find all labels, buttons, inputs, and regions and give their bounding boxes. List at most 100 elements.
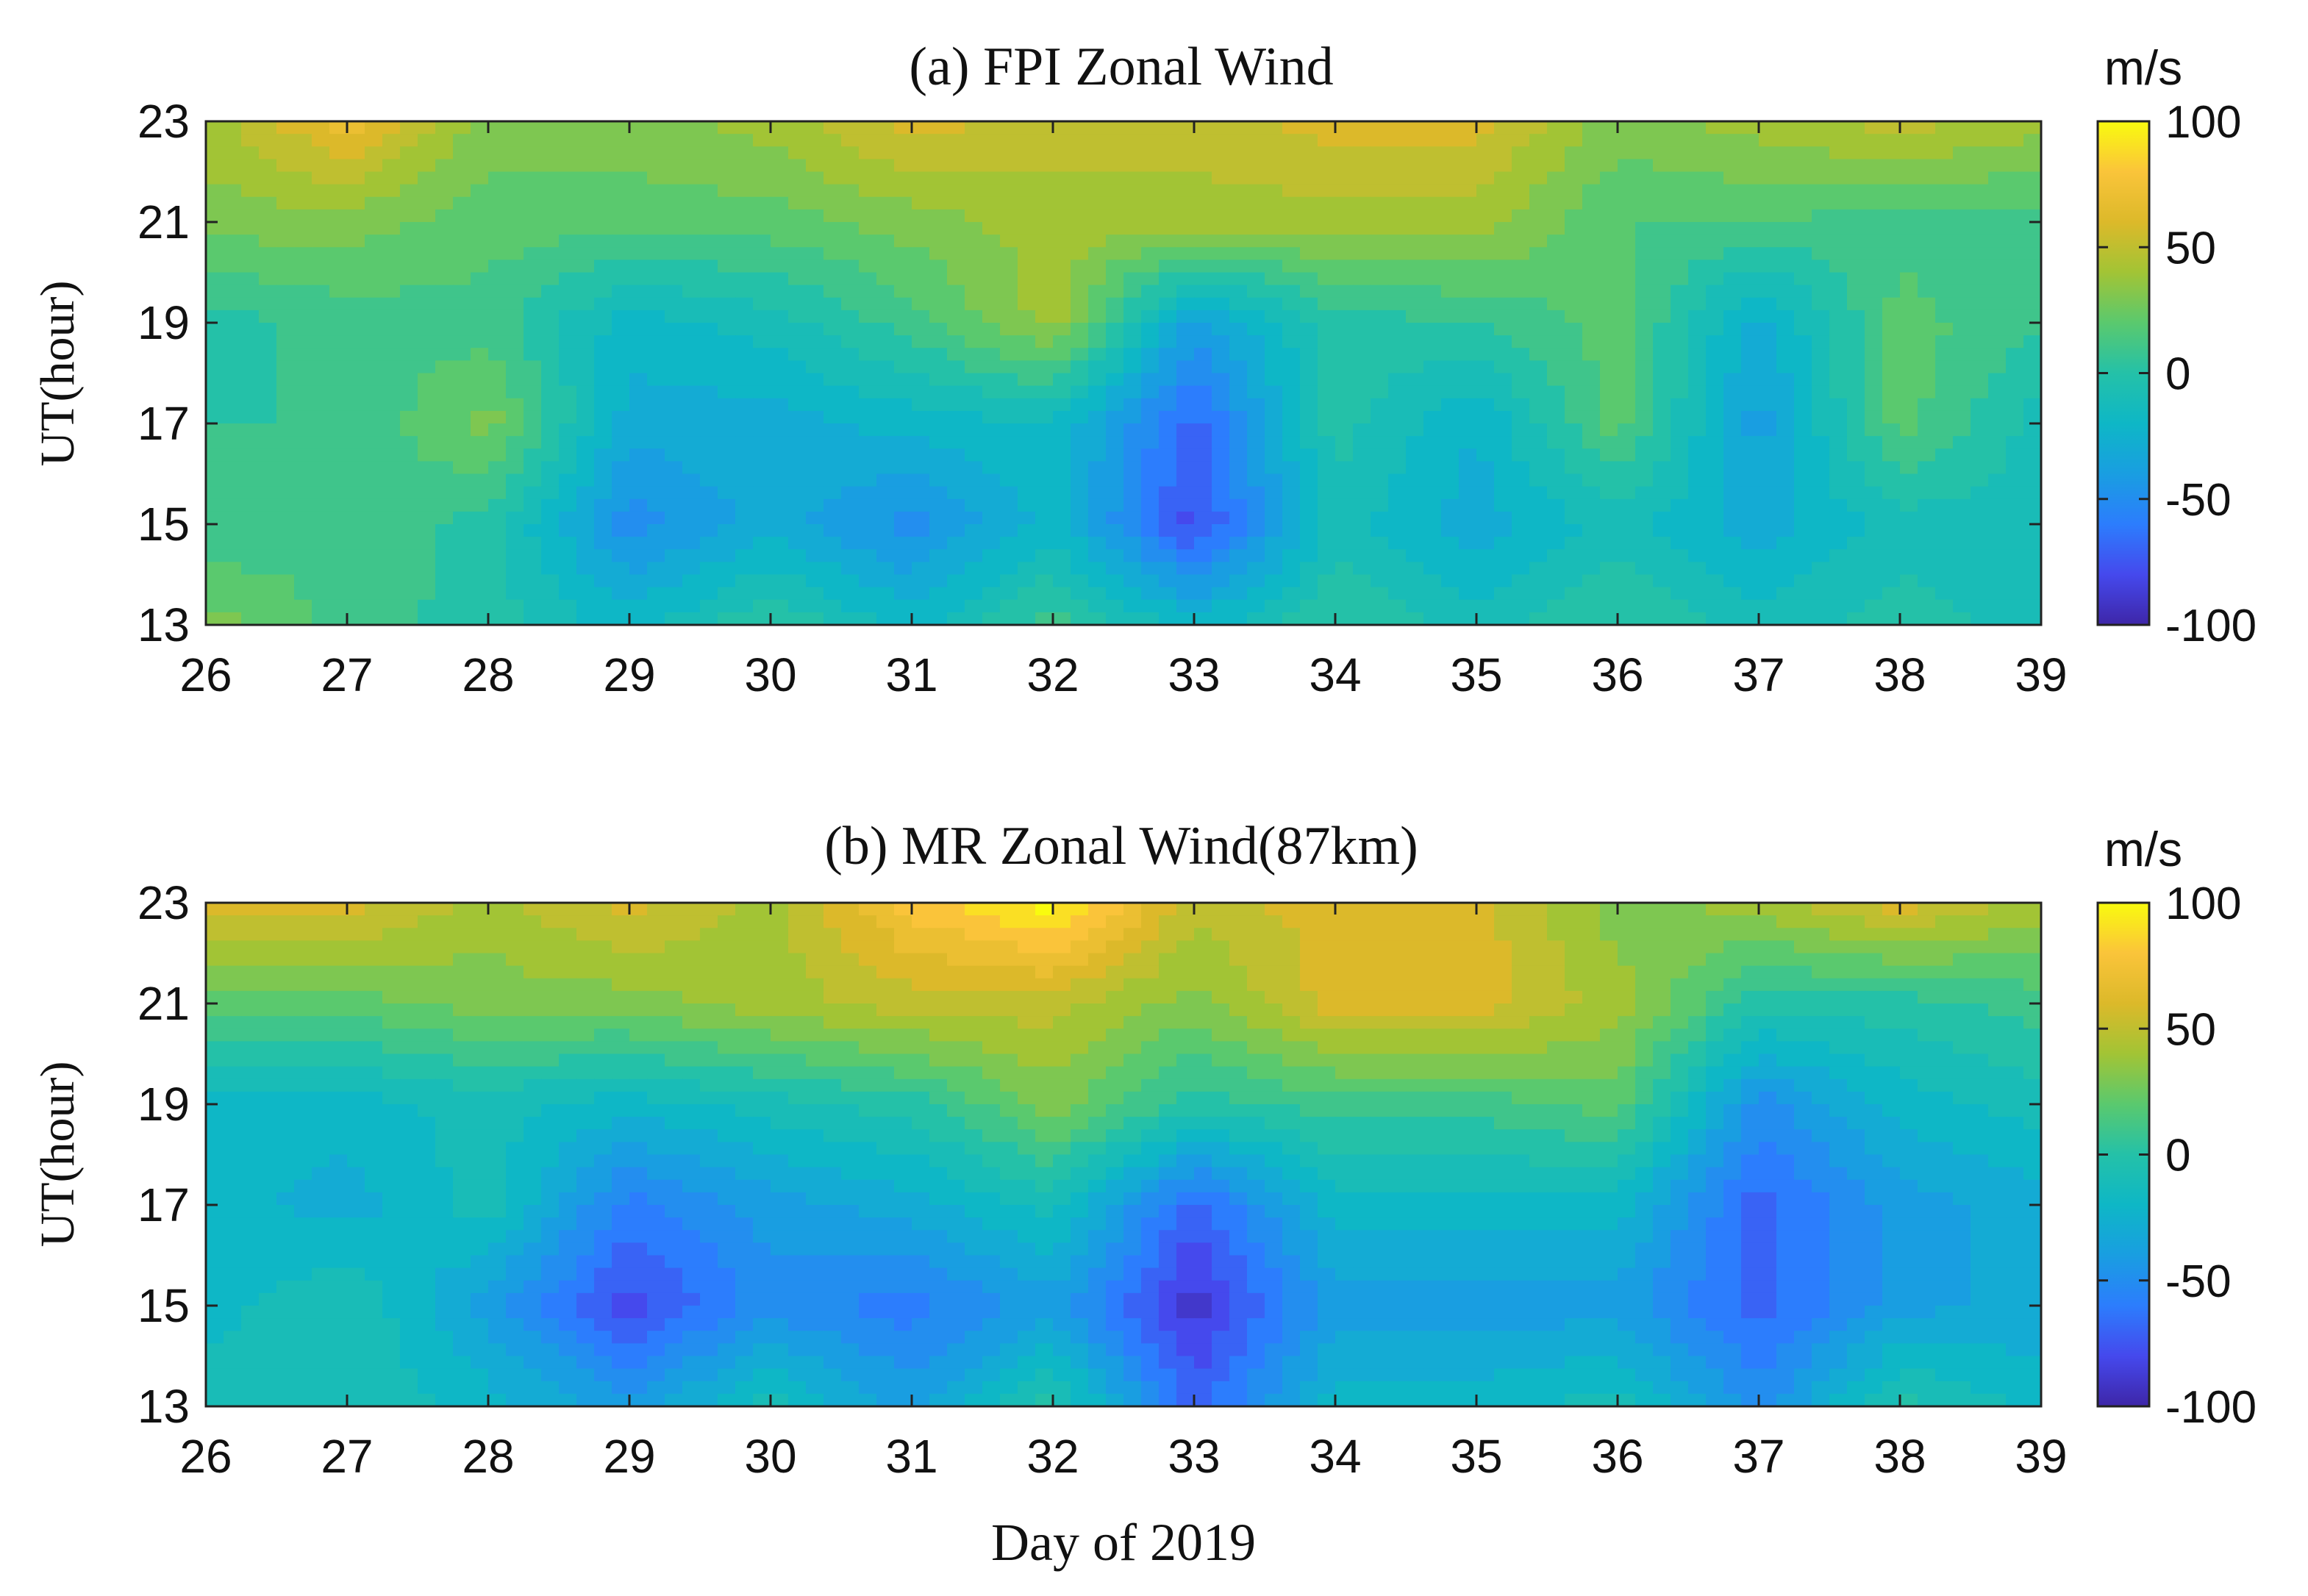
panel-a-heat-cell [559, 511, 577, 525]
panel-a-heat-cell [682, 587, 701, 601]
panel-a-heat-cell [224, 247, 242, 260]
panel-b-heat-cell [841, 940, 860, 954]
panel-a-heat-cell [1018, 146, 1036, 160]
panel-a-heat-cell [788, 587, 807, 601]
panel-a-heat-cell [965, 335, 983, 348]
panel-a-heat-cell [735, 587, 754, 601]
panel-a-heat-cell [241, 373, 260, 387]
panel-a-heat-cell [665, 235, 683, 248]
panel-a-heat-cell [1071, 309, 1089, 323]
panel-b-heat-cell [312, 903, 330, 916]
panel-b-heat-cell [1547, 903, 1565, 916]
panel-a-heat-cell [1900, 562, 1918, 576]
panel-b-heat-cell [1071, 940, 1089, 954]
panel-a-heat-cell [524, 222, 542, 235]
panel-a-heat-cell [1476, 448, 1495, 462]
panel-a-heat-cell [382, 297, 401, 311]
panel-a-heat-cell [841, 309, 860, 323]
panel-a-heat-cell [1953, 171, 1971, 185]
panel-a-heat-cell [1653, 587, 1671, 601]
panel-a-heat-cell [259, 473, 277, 487]
panel-a-heat-cell [1953, 599, 1971, 613]
panel-a-heat-cell [1123, 335, 1142, 348]
panel-a-heat-cell [1794, 461, 1812, 475]
panel-a-heat-cell [735, 549, 754, 562]
panel-a-heat-cell [718, 599, 736, 613]
panel-b-heat-cell [1953, 915, 1971, 928]
panel-a-heat-cell [400, 348, 418, 361]
panel-a-heat-cell [876, 159, 895, 173]
panel-a-heat-cell [1282, 171, 1301, 185]
panel-a-heat-cell [665, 398, 683, 412]
panel-b-heat-cell [365, 978, 383, 992]
panel-a-heat-cell [594, 247, 612, 260]
panel-b-heat-cell [753, 903, 771, 916]
panel-b-heat-cell [1865, 978, 1883, 992]
panel-a-heat-cell [506, 235, 524, 248]
panel-a-heat-cell [823, 285, 842, 298]
panel-a-heat-cell [1265, 235, 1283, 248]
panel-b-heat-cell [400, 953, 418, 967]
panel-a-heat-cell [1988, 323, 2007, 336]
panel-a-heat-cell [1088, 587, 1107, 601]
panel-a-heat-cell [559, 297, 577, 311]
panel-a-heat-cell [524, 373, 542, 387]
panel-a-heat-cell [1618, 423, 1636, 437]
panel-b-heat-cell [1053, 940, 1071, 954]
panel-a-heat-cell [1476, 323, 1495, 336]
panel-a-heat-cell [382, 410, 401, 424]
panel-a-heat-cell [1018, 486, 1036, 500]
panel-b-heat-cell [1159, 965, 1177, 979]
panel-a-heat-cell [1123, 222, 1142, 235]
panel-a-heat-cell [524, 587, 542, 601]
panel-a-heat-cell [876, 486, 895, 500]
panel-a-heat-cell [1706, 121, 1724, 135]
panel-b-heat-cell [1388, 953, 1407, 967]
panel-a-heat-cell [1494, 373, 1512, 387]
panel-a-heat-cell [700, 498, 718, 512]
panel-a-heat-cell [1882, 309, 1901, 323]
panel-a-heat-cell [1512, 574, 1530, 588]
panel-a-heat-cell [1053, 348, 1071, 361]
panel-a-heat-cell [1247, 134, 1265, 147]
panel-a-heat-cell [1106, 159, 1124, 173]
panel-a-heat-cell [629, 196, 648, 210]
panel-a-heat-cell [506, 323, 524, 336]
panel-b-heat-cell [1141, 978, 1160, 992]
panel-a-heat-cell [594, 537, 612, 550]
panel-a-heat-cell [1618, 511, 1636, 525]
panel-a-heat-cell [1035, 297, 1054, 311]
panel-b-heat-cell [329, 953, 348, 967]
panel-a-heat-cell [753, 524, 771, 537]
panel-a-heat-cell [365, 309, 383, 323]
panel-a-heat-cell [1018, 599, 1036, 613]
panel-a-heat-cell [859, 260, 877, 273]
panel-a-heat-cell [682, 184, 701, 198]
panel-a-heat-cell [1512, 260, 1530, 273]
panel-a-heat-cell [418, 599, 436, 613]
panel-a-heat-cell [1953, 486, 1971, 500]
panel-a-heat-cell [965, 385, 983, 399]
panel-a-heat-cell [418, 146, 436, 160]
panel-b-heat-cell [1776, 953, 1795, 967]
panel-a-heat-cell [1529, 574, 1548, 588]
panel-a-heat-cell [1988, 309, 2007, 323]
panel-a-heat-cell [859, 587, 877, 601]
panel-a-heat-cell [435, 335, 454, 348]
panel-a-heat-cell [1441, 473, 1460, 487]
panel-a-heat-cell [1247, 373, 1265, 387]
panel-a-heat-cell [1512, 348, 1530, 361]
panel-a-heat-cell [1106, 448, 1124, 462]
panel-a-heat-cell [1088, 272, 1107, 286]
panel-a-heat-cell [700, 461, 718, 475]
panel-b-heat-cell [1635, 940, 1654, 954]
panel-a-heat-cell [294, 473, 312, 487]
panel-a-heat-cell [735, 373, 754, 387]
panel-a-heat-cell [1335, 410, 1354, 424]
panel-a-heat-cell [559, 436, 577, 449]
panel-a-heat-cell [947, 574, 965, 588]
panel-a-heat-cell [206, 348, 224, 361]
panel-a-heat-cell [1053, 448, 1071, 462]
panel-a-heat-cell [1953, 473, 1971, 487]
panel-b-heat-cell [1441, 903, 1460, 916]
